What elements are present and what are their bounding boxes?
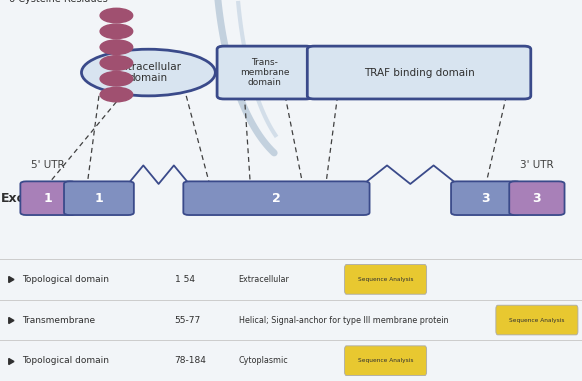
FancyBboxPatch shape [20, 181, 76, 215]
Text: Extracellular: Extracellular [239, 275, 289, 284]
FancyBboxPatch shape [345, 346, 427, 376]
FancyBboxPatch shape [183, 181, 370, 215]
Text: 3' UTR: 3' UTR [520, 160, 554, 170]
Text: TRAF binding domain: TRAF binding domain [364, 67, 474, 78]
FancyBboxPatch shape [64, 181, 134, 215]
Circle shape [100, 8, 133, 23]
FancyBboxPatch shape [345, 264, 427, 294]
Circle shape [100, 72, 133, 86]
Text: 5' UTR: 5' UTR [31, 160, 65, 170]
Text: Trans-
membrane
domain: Trans- membrane domain [240, 58, 290, 88]
Text: Extracellular
domain: Extracellular domain [115, 62, 182, 83]
Text: Cytoplasmic: Cytoplasmic [239, 356, 288, 365]
FancyBboxPatch shape [217, 46, 313, 99]
Circle shape [100, 56, 133, 70]
Text: 1: 1 [94, 192, 104, 205]
Text: 2: 2 [272, 192, 281, 205]
Text: Transmembrane: Transmembrane [22, 315, 95, 325]
Text: Sequence Analysis: Sequence Analysis [509, 317, 565, 323]
FancyBboxPatch shape [509, 181, 565, 215]
Text: Sequence Analysis: Sequence Analysis [358, 358, 413, 363]
Text: Topological domain: Topological domain [22, 356, 109, 365]
Text: 3: 3 [482, 192, 490, 205]
Text: Topological domain: Topological domain [22, 275, 109, 284]
Ellipse shape [81, 49, 215, 96]
Text: 78-184: 78-184 [175, 356, 207, 365]
Text: Sequence Analysis: Sequence Analysis [358, 277, 413, 282]
Text: Exons: Exons [1, 192, 42, 205]
Text: 55-77: 55-77 [175, 315, 201, 325]
FancyBboxPatch shape [496, 305, 578, 335]
Circle shape [100, 87, 133, 102]
Circle shape [100, 40, 133, 54]
Text: Helical; Signal-anchor for type III membrane protein: Helical; Signal-anchor for type III memb… [239, 315, 448, 325]
Text: 1: 1 [44, 192, 52, 205]
Text: 1 54: 1 54 [175, 275, 194, 284]
FancyBboxPatch shape [451, 181, 521, 215]
Text: 6 Cysteine Residues: 6 Cysteine Residues [9, 0, 108, 5]
FancyBboxPatch shape [307, 46, 531, 99]
Circle shape [100, 24, 133, 38]
Text: 3: 3 [533, 192, 541, 205]
